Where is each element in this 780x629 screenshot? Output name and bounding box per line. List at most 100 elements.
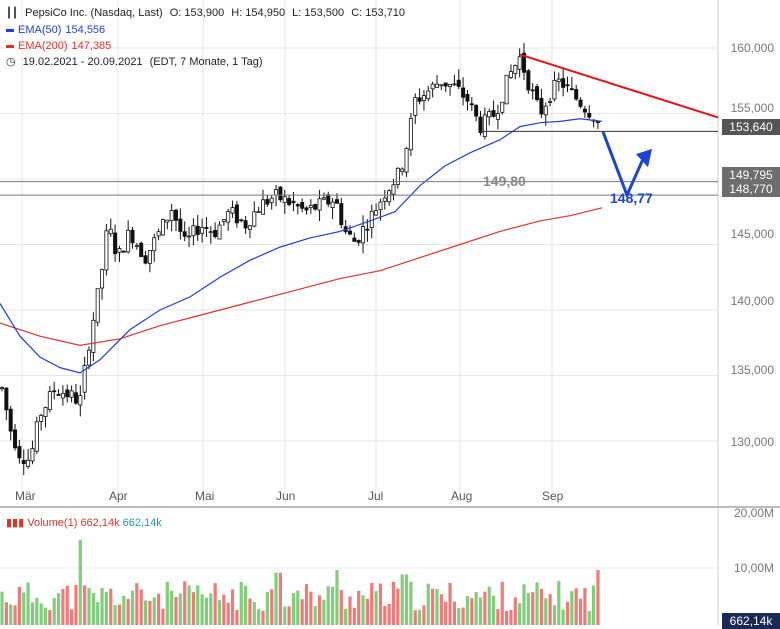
volume-bar xyxy=(39,603,43,625)
volume-value-1: 662,14k xyxy=(80,517,120,529)
volume-bar xyxy=(570,591,574,625)
ema50-legend: EMA(50) 154,556 xyxy=(6,23,109,37)
candle-body xyxy=(443,82,448,87)
volume-bar xyxy=(209,593,213,625)
volume-bar xyxy=(535,582,539,625)
volume-bar xyxy=(87,588,91,625)
candle-body xyxy=(260,199,265,215)
volume-bar xyxy=(317,595,322,625)
volume-bar xyxy=(461,607,465,625)
candle-body xyxy=(43,407,48,418)
candle-body xyxy=(504,74,509,105)
volume-bar xyxy=(304,584,309,625)
volume-bar xyxy=(291,593,296,625)
volume-bar xyxy=(252,602,256,625)
volume-bar xyxy=(574,588,578,625)
ema200-value: 147,385 xyxy=(71,40,112,52)
ema50-value: 154,556 xyxy=(65,24,106,36)
y-tick-145: 145,000 xyxy=(730,227,774,241)
candle-body xyxy=(256,210,261,213)
candle-body xyxy=(448,83,453,87)
candle-body xyxy=(330,201,335,208)
candle-body xyxy=(334,199,339,204)
candle-body xyxy=(565,84,570,87)
volume-bar xyxy=(400,574,404,625)
volume-bar xyxy=(435,589,439,625)
volume-bar xyxy=(70,609,74,625)
volume-bar xyxy=(113,605,117,625)
volume-bar xyxy=(478,597,483,625)
candle-body xyxy=(152,237,157,252)
volume-bar xyxy=(83,585,87,625)
volume-last-tag: 662,14k xyxy=(722,613,780,629)
volume-bar xyxy=(187,585,191,625)
candle-body xyxy=(247,225,252,230)
volume-bar xyxy=(352,607,356,625)
volume-bar xyxy=(222,594,226,625)
volume-bar xyxy=(491,595,496,625)
volume-bar xyxy=(592,585,596,625)
volume-bar xyxy=(331,586,335,625)
volume-bar xyxy=(152,597,156,625)
candle-body xyxy=(539,97,544,115)
volume-bar xyxy=(239,581,243,625)
candle-body xyxy=(65,389,70,398)
candle-body xyxy=(587,112,592,118)
volume-bar xyxy=(287,606,291,625)
volume-bar xyxy=(13,605,17,625)
candle-body xyxy=(552,80,557,100)
candle-body xyxy=(226,211,231,223)
volume-bar xyxy=(548,594,552,625)
instrument-info: ┃┃ PepsiCo Inc. (Nasdaq, Last) O: 153,90… xyxy=(6,6,409,21)
volume-bar xyxy=(217,600,222,625)
candle-body xyxy=(282,196,287,204)
candle-body xyxy=(582,108,587,113)
candle-body xyxy=(535,86,540,100)
volume-bar xyxy=(505,611,509,625)
month-label-jun: Jun xyxy=(276,489,296,503)
candle-body xyxy=(478,116,483,134)
candle-body xyxy=(165,219,170,223)
volume-bar xyxy=(104,591,108,625)
month-label-mar: Mär xyxy=(15,489,36,503)
candle-body xyxy=(69,390,74,398)
volume-bar xyxy=(522,584,526,625)
volume-bar xyxy=(52,597,56,625)
candle-body xyxy=(204,227,209,229)
y-tick-130: 130,000 xyxy=(730,435,774,449)
volume-bar xyxy=(357,590,361,625)
candle-body xyxy=(456,79,461,87)
volume-bar xyxy=(296,590,300,625)
candle-body xyxy=(517,56,522,70)
volume-bar xyxy=(300,599,304,625)
period-range: 19.02.2021 - 20.09.2021 xyxy=(22,56,143,68)
candle-body xyxy=(234,204,239,224)
candle-body xyxy=(100,269,105,289)
candle-body xyxy=(95,288,100,323)
volume-bar xyxy=(74,585,78,625)
volume-bar xyxy=(387,603,391,625)
ema50-swatch xyxy=(6,28,14,32)
volume-bar xyxy=(335,570,339,625)
volume-bar xyxy=(9,604,13,625)
candle-body xyxy=(295,204,300,207)
volume-bar xyxy=(283,606,287,625)
volume-bar xyxy=(91,592,95,625)
volume-bar xyxy=(130,590,135,625)
volume-bar xyxy=(322,599,326,625)
ema200-line xyxy=(0,207,603,346)
candle-body xyxy=(208,231,213,234)
month-label-sep: Sep xyxy=(542,489,564,503)
volume-bar xyxy=(326,586,330,625)
candle-body xyxy=(578,99,583,107)
candle-body xyxy=(134,245,139,248)
candle-body xyxy=(317,198,322,211)
volume-bar xyxy=(43,607,48,625)
projection-arrow xyxy=(601,131,646,200)
y-tick-160: 160,000 xyxy=(730,41,774,55)
volume-bar xyxy=(22,592,26,625)
volume-bar xyxy=(235,609,239,625)
ema50-label: EMA(50) xyxy=(18,24,62,36)
candle-body xyxy=(461,87,466,98)
candle-body xyxy=(556,78,561,83)
